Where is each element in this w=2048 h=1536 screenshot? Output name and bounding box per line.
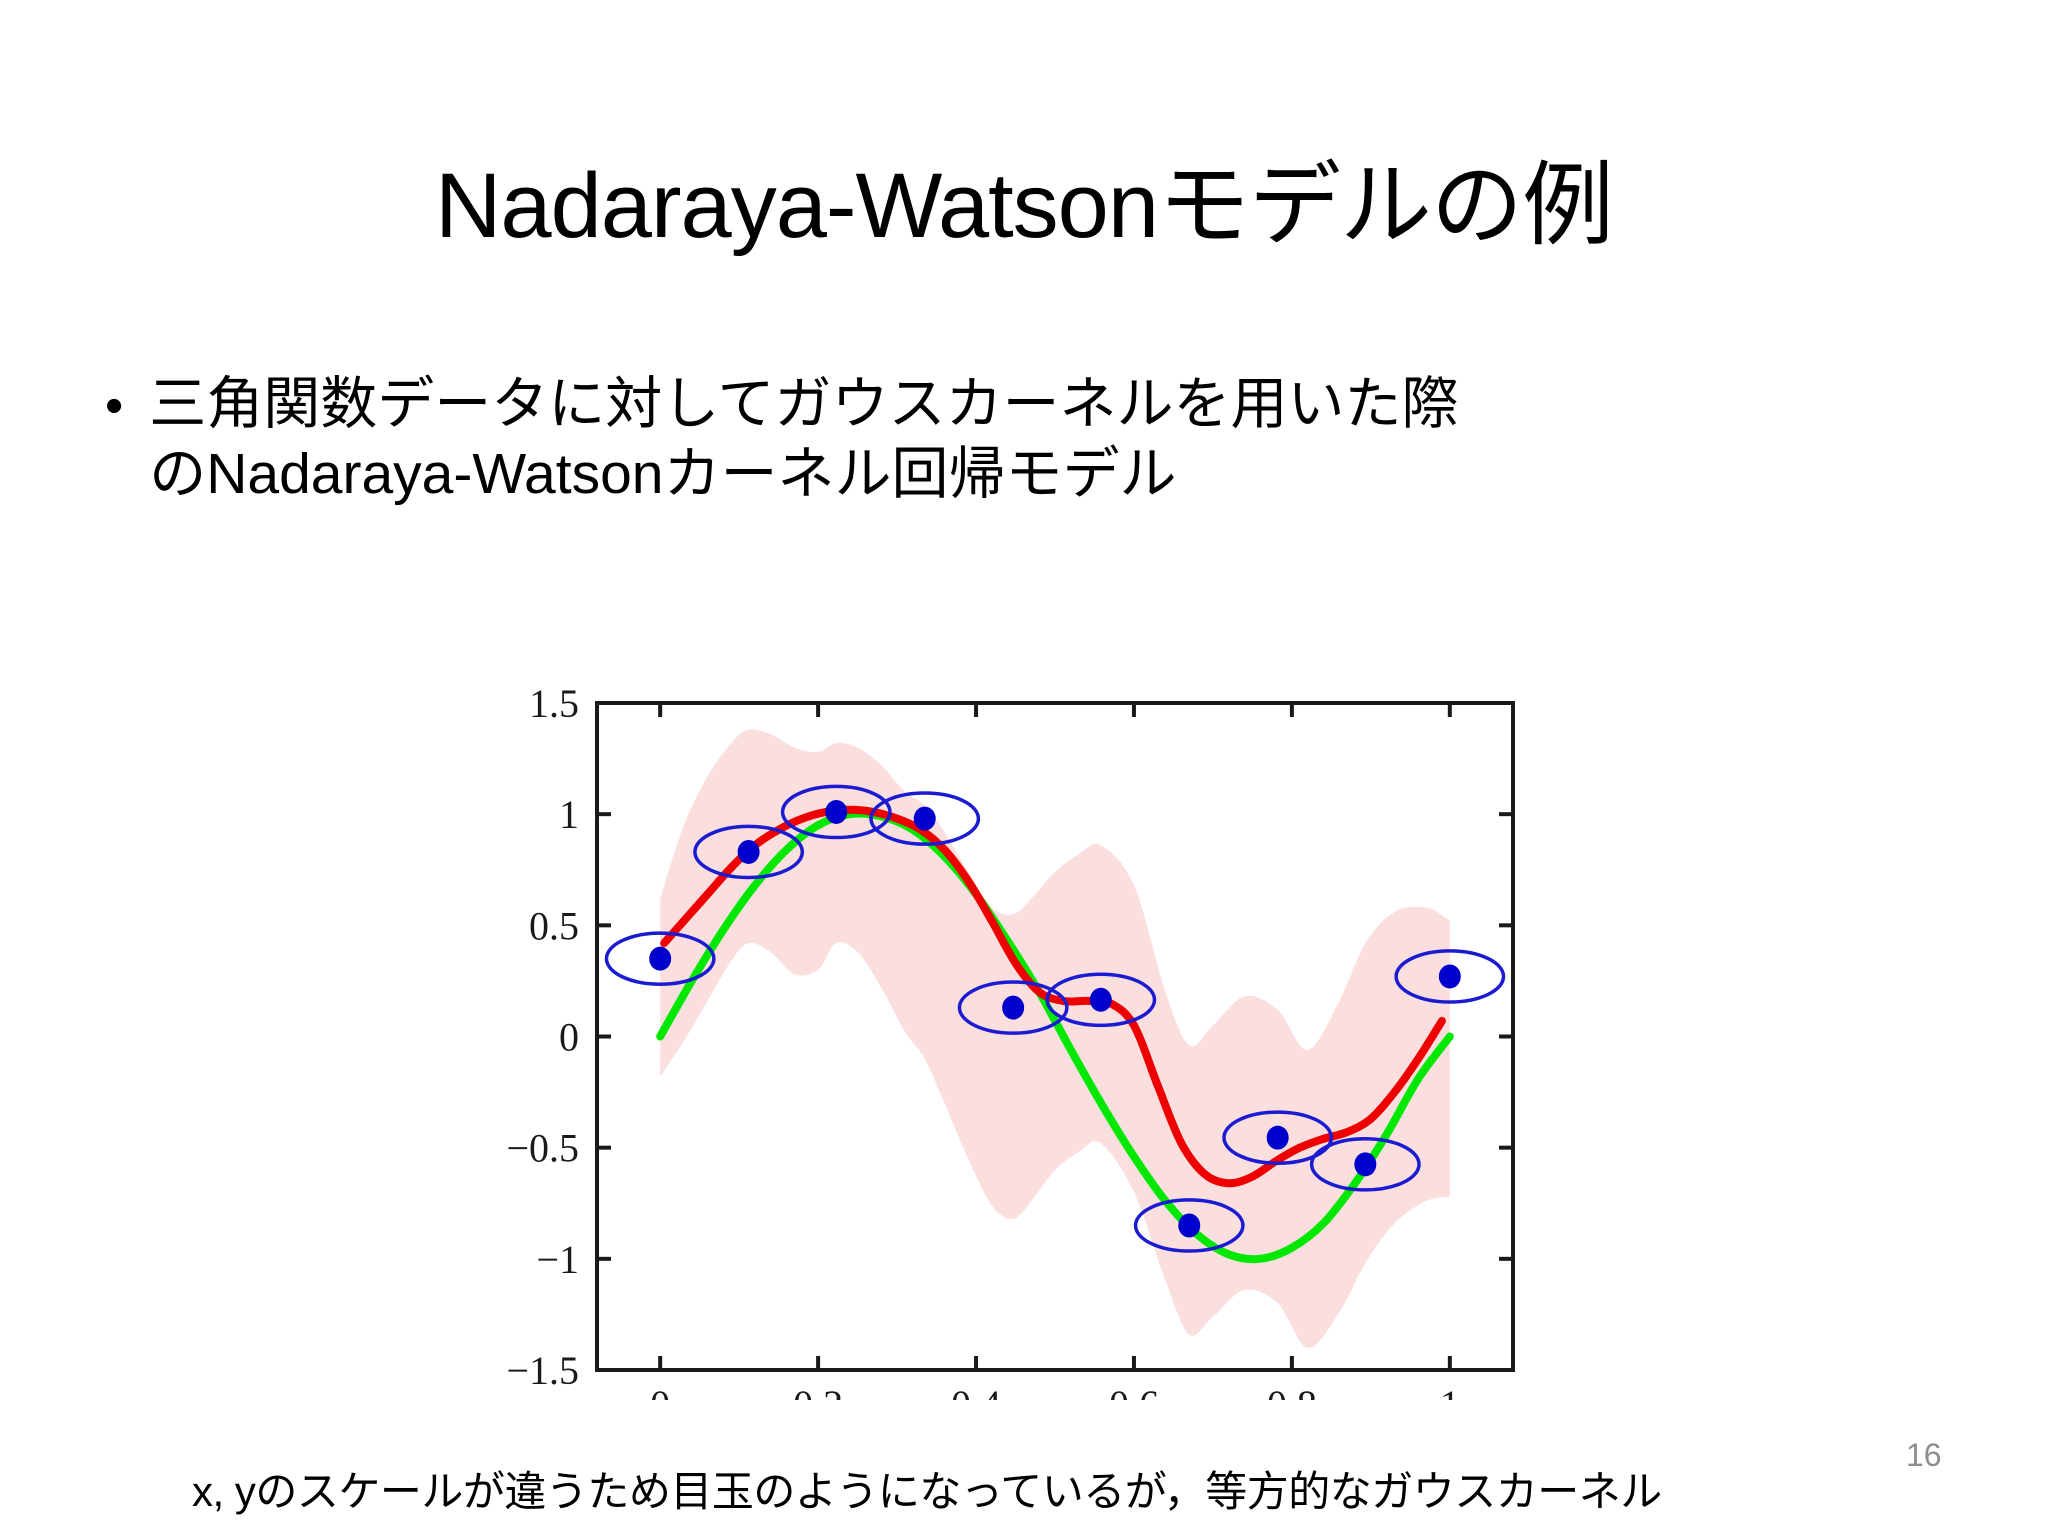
nadaraya-watson-plot: 0 0.2 0.4 0.6 0.8 1 1.5 1 0.5 0 −0.5 −1 −1.5: [506, 690, 1515, 1400]
y-axis-tick-label: −1: [536, 1237, 579, 1282]
x-axis-tick-label: 0: [650, 1382, 670, 1400]
y-axis-tick-label: 1: [559, 792, 579, 837]
bullet-item: 三角関数データに対してガウスカーネルを用いた際 のNadaraya-Watson…: [149, 370, 1458, 509]
axes-layer: 0 0.2 0.4 0.6 0.8 1 1.5 1 0.5 0 −0.5 −1 −1.5: [506, 690, 1515, 1400]
y-axis-tick-label: 0: [559, 1015, 579, 1060]
bullet-line-2: のNadaraya-Watsonカーネル回帰モデル: [149, 441, 1177, 506]
y-axis-tick-label: −1.5: [506, 1348, 579, 1393]
chart-figure: 0 0.2 0.4 0.6 0.8 1 1.5 1 0.5 0 −0.5 −1 −1.5: [490, 690, 1550, 1400]
data-point-layer: [649, 799, 1461, 1238]
x-axis-tick-label: 0.2: [793, 1382, 843, 1400]
uncertainty-band-layer: [660, 729, 1450, 1348]
x-axis-tick-label: 0.8: [1267, 1382, 1317, 1400]
page-title: Nadaraya-Watsonモデルの例: [434, 154, 1614, 257]
x-axis-tick-label: 0.4: [951, 1382, 1001, 1400]
y-axis-tick-label: 1.5: [529, 690, 579, 726]
bullet-list: • 三角関数データに対してガウスカーネルを用いた際 のNadaraya-Wats…: [105, 370, 1965, 509]
y-axis-tick-label: 0.5: [529, 903, 579, 948]
y-axis-tick-label: −0.5: [506, 1126, 579, 1171]
bullet-marker-icon: •: [105, 377, 124, 435]
bullet-line-1: 三角関数データに対してガウスカーネルを用いた際: [149, 372, 1459, 436]
x-axis-tick-label: 0.6: [1109, 1382, 1159, 1400]
kernel-ellipse-layer: [604, 784, 1506, 1253]
x-axis-tick-label: 1: [1440, 1382, 1460, 1400]
page-number: 16: [1906, 1437, 1942, 1473]
footer-note: x, yのスケールが違うため目玉のようになっているが，等方的なガウスカーネル: [192, 1468, 1662, 1515]
